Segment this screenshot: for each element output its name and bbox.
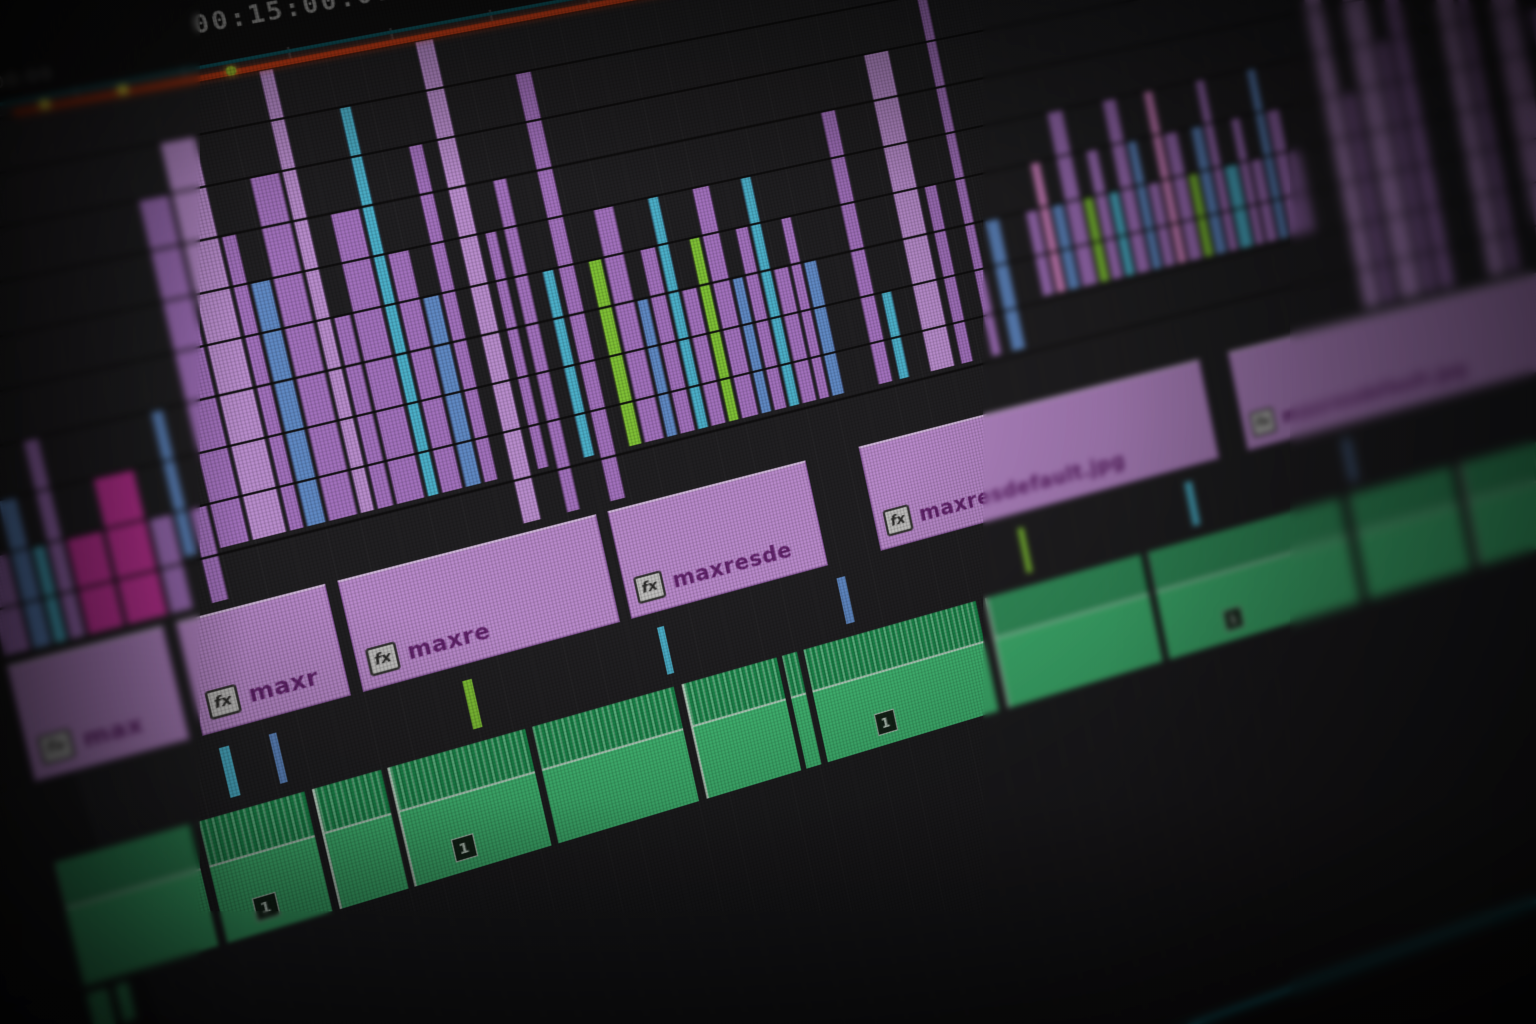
audio-clip-badge: 1 [873,708,898,737]
fx-badge-icon[interactable]: fx [364,641,402,677]
fx-badge-icon[interactable]: fx [204,683,243,721]
fx-badge-icon[interactable]: fx [632,570,667,605]
clip-filename-label: maxre [404,618,493,665]
fx-badge-icon[interactable]: fx [1248,406,1278,438]
clip-filename-label: max [80,710,147,753]
fx-badge-icon[interactable]: fx [882,503,914,537]
ruler-start-label: 00:00 [0,63,56,94]
audio-clip-badge: 1 [450,833,478,863]
audio-clip-badge: 1 [251,891,281,923]
fx-badge-icon[interactable]: fx [36,728,77,766]
clip-filename-label: maxr [245,664,322,708]
audio-clip-badge: 1 [1221,605,1245,632]
